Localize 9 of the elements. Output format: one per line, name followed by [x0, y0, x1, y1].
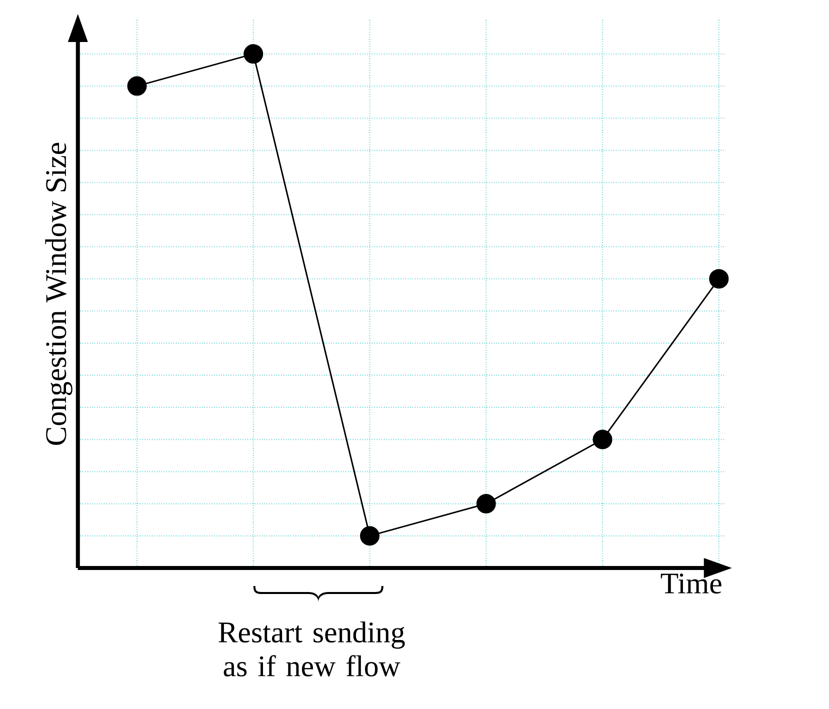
text: Restart sending as if new flow	[218, 622, 405, 676]
point	[592, 430, 612, 450]
point	[127, 76, 147, 96]
point	[476, 494, 496, 514]
point	[709, 269, 729, 289]
point	[360, 526, 380, 546]
y-axis-title: Congestion Window Size	[45, 142, 72, 445]
x-axis-title: Time	[660, 574, 722, 594]
point	[244, 44, 264, 64]
